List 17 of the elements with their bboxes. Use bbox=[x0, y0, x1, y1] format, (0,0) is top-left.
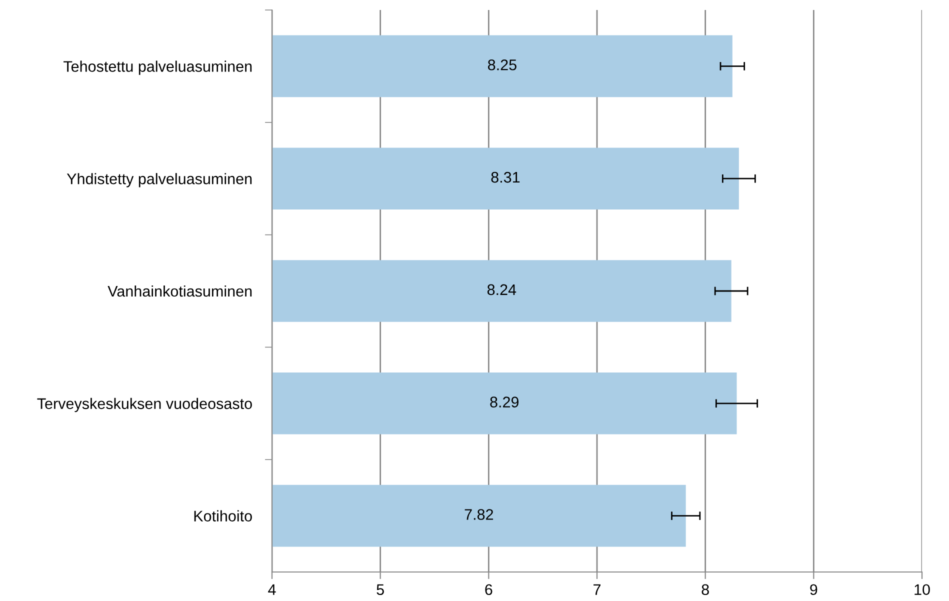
x-tick-label: 6 bbox=[485, 584, 492, 596]
data-label: 8.31 bbox=[491, 172, 520, 183]
y-tick-label: Tehostettu palveluasuminen bbox=[64, 60, 252, 75]
y-tick-label: Kotihoito bbox=[194, 510, 252, 522]
y-tick-label: Terveyskeskuksen vuodeosasto bbox=[37, 398, 252, 412]
data-label: 8.25 bbox=[488, 59, 516, 70]
x-tick-label: 7 bbox=[594, 584, 600, 595]
y-tick-label: Yhdistetty palveluasuminen bbox=[66, 173, 252, 188]
x-tick-label: 10 bbox=[914, 584, 930, 596]
data-label: 8.24 bbox=[487, 284, 516, 296]
x-tick-label: 4 bbox=[268, 584, 276, 595]
x-tick-label: 8 bbox=[702, 584, 709, 596]
x-tick-label: 9 bbox=[810, 584, 818, 596]
y-tick-label: Vanhainkotiasuminen bbox=[108, 285, 252, 297]
data-label: 7.82 bbox=[464, 509, 494, 520]
data-label: 8.29 bbox=[490, 396, 519, 408]
x-tick-label: 5 bbox=[376, 584, 384, 596]
